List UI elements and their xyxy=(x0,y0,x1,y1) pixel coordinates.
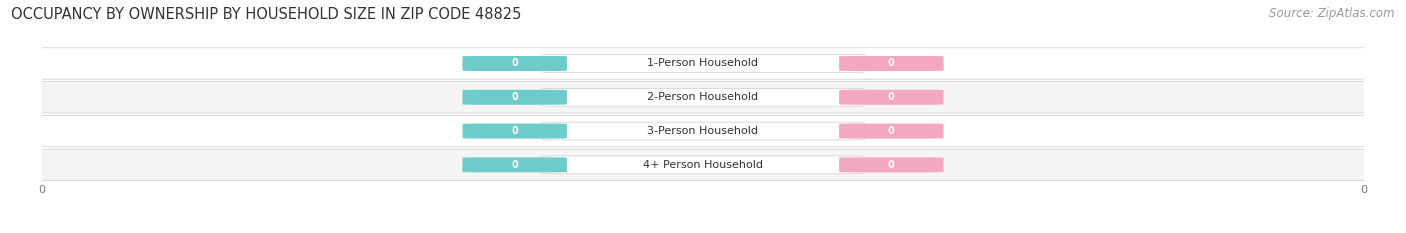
FancyBboxPatch shape xyxy=(839,90,943,105)
FancyBboxPatch shape xyxy=(541,88,865,106)
FancyBboxPatch shape xyxy=(463,56,567,71)
FancyBboxPatch shape xyxy=(463,157,567,172)
Text: 1-Person Household: 1-Person Household xyxy=(648,58,758,69)
Text: OCCUPANCY BY OWNERSHIP BY HOUSEHOLD SIZE IN ZIP CODE 48825: OCCUPANCY BY OWNERSHIP BY HOUSEHOLD SIZE… xyxy=(11,7,522,22)
Legend: Owner-occupied, Renter-occupied: Owner-occupied, Renter-occupied xyxy=(583,231,823,233)
FancyBboxPatch shape xyxy=(541,55,865,72)
FancyBboxPatch shape xyxy=(463,123,567,139)
FancyBboxPatch shape xyxy=(839,157,943,172)
Text: 0: 0 xyxy=(512,92,517,102)
Text: 0: 0 xyxy=(889,126,894,136)
Text: Source: ZipAtlas.com: Source: ZipAtlas.com xyxy=(1270,7,1395,20)
Text: 3-Person Household: 3-Person Household xyxy=(648,126,758,136)
FancyBboxPatch shape xyxy=(463,90,567,105)
FancyBboxPatch shape xyxy=(30,149,1376,181)
Text: 4+ Person Household: 4+ Person Household xyxy=(643,160,763,170)
Text: 0: 0 xyxy=(889,58,894,69)
FancyBboxPatch shape xyxy=(541,122,865,140)
Text: 0: 0 xyxy=(889,92,894,102)
Text: 0: 0 xyxy=(512,58,517,69)
Text: 2-Person Household: 2-Person Household xyxy=(647,92,759,102)
FancyBboxPatch shape xyxy=(30,82,1376,113)
FancyBboxPatch shape xyxy=(541,156,865,174)
Text: 0: 0 xyxy=(889,160,894,170)
FancyBboxPatch shape xyxy=(839,56,943,71)
FancyBboxPatch shape xyxy=(30,48,1376,79)
FancyBboxPatch shape xyxy=(839,123,943,139)
FancyBboxPatch shape xyxy=(30,115,1376,147)
Text: 0: 0 xyxy=(512,160,517,170)
Text: 0: 0 xyxy=(512,126,517,136)
